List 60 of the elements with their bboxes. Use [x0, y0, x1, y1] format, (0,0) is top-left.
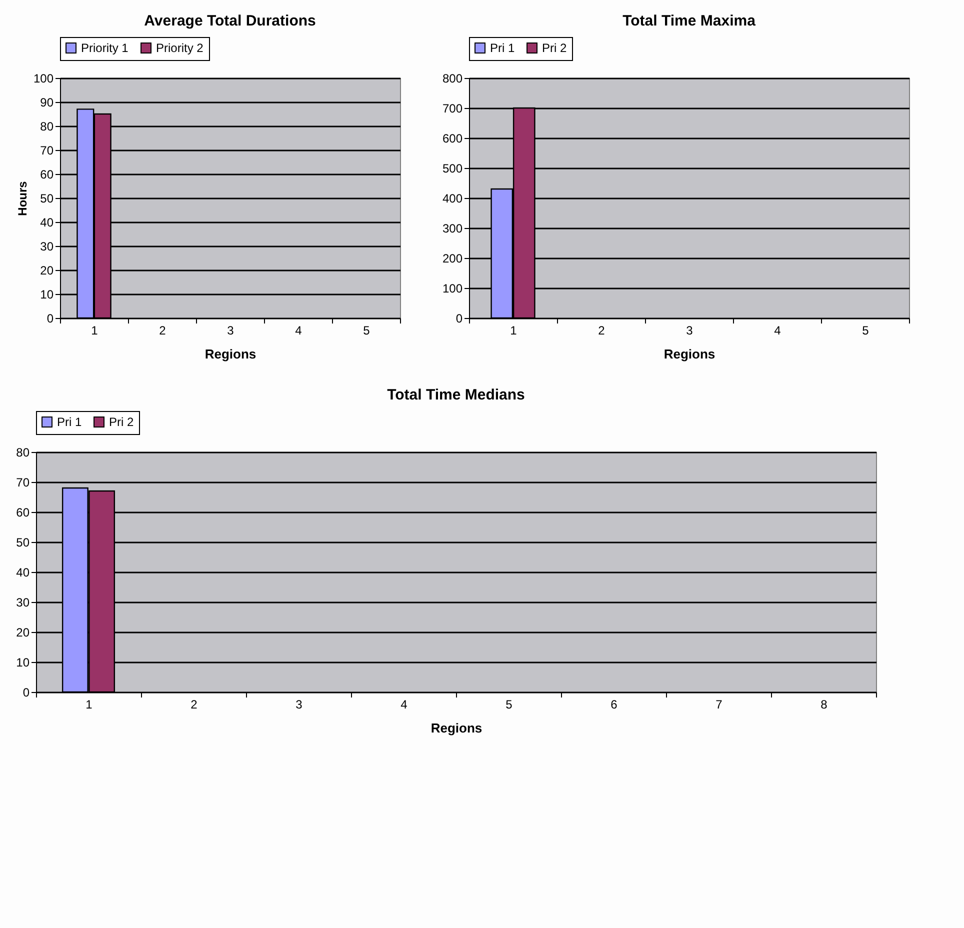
y-tick-label: 30 [40, 240, 54, 254]
x-axis-title: Regions [204, 346, 256, 362]
y-tick-label: 70 [16, 476, 30, 490]
y-tick-label: 800 [442, 72, 463, 86]
x-tick-label: 2 [159, 324, 166, 338]
legend-label: Priority 2 [156, 41, 204, 55]
y-tick-label: 400 [442, 192, 463, 206]
y-tick-label: 50 [16, 536, 30, 550]
y-tick-label: 200 [442, 252, 463, 266]
chart-title: Total Time Medians [387, 386, 525, 404]
x-tick-label: 5 [363, 324, 370, 338]
x-axis-title: Regions [430, 720, 482, 736]
x-axis-title: Regions [664, 346, 716, 362]
x-tick-label: 2 [598, 324, 606, 338]
y-tick-label: 600 [442, 132, 463, 146]
x-tick-label: 1 [510, 324, 518, 338]
legend-label: Pri 2 [109, 415, 134, 429]
legend-label: Priority 1 [81, 41, 129, 55]
legend-label: Pri 1 [57, 415, 82, 429]
legend-label: Pri 2 [542, 41, 567, 55]
y-tick-label: 90 [40, 96, 54, 110]
y-tick-label: 80 [40, 120, 54, 134]
x-tick-label: 8 [820, 698, 828, 712]
y-tick-label: 50 [40, 192, 54, 206]
x-tick-label: 4 [295, 324, 302, 338]
legend-label: Pri 1 [490, 41, 515, 55]
x-tick-label: 3 [686, 324, 694, 338]
y-tick-label: 0 [22, 686, 30, 700]
y-tick-label: 30 [16, 596, 30, 610]
x-tick-label: 7 [716, 698, 723, 712]
y-tick-label: 100 [33, 72, 54, 86]
chart-title: Average Total Durations [144, 12, 316, 30]
y-tick-label: 20 [16, 626, 30, 640]
y-tick-label: 80 [16, 446, 30, 460]
y-tick-label: 60 [40, 168, 54, 182]
x-tick-label: 6 [610, 698, 618, 712]
chart-title: Total Time Maxima [622, 12, 756, 30]
x-tick-label: 3 [227, 324, 234, 338]
y-tick-label: 100 [442, 282, 463, 296]
y-tick-label: 70 [40, 144, 54, 158]
y-tick-label: 10 [16, 656, 30, 670]
x-tick-label: 3 [296, 698, 303, 712]
y-tick-label: 10 [40, 288, 54, 302]
y-tick-label: 20 [40, 264, 54, 278]
y-tick-label: 300 [442, 222, 463, 236]
y-tick-label: 60 [16, 506, 30, 520]
y-tick-label: 0 [456, 312, 463, 326]
y-tick-label: 40 [16, 566, 30, 580]
x-tick-label: 2 [190, 698, 198, 712]
x-tick-label: 1 [86, 698, 93, 712]
y-tick-label: 0 [46, 312, 54, 326]
x-tick-label: 5 [862, 324, 870, 338]
y-axis-title: Hours [15, 180, 30, 216]
y-tick-label: 700 [442, 102, 463, 116]
x-tick-label: 4 [400, 698, 408, 712]
y-tick-label: 40 [40, 216, 54, 230]
y-tick-label: 500 [442, 162, 463, 176]
x-tick-label: 5 [506, 698, 513, 712]
x-tick-label: 4 [774, 324, 782, 338]
x-tick-label: 1 [91, 324, 98, 338]
